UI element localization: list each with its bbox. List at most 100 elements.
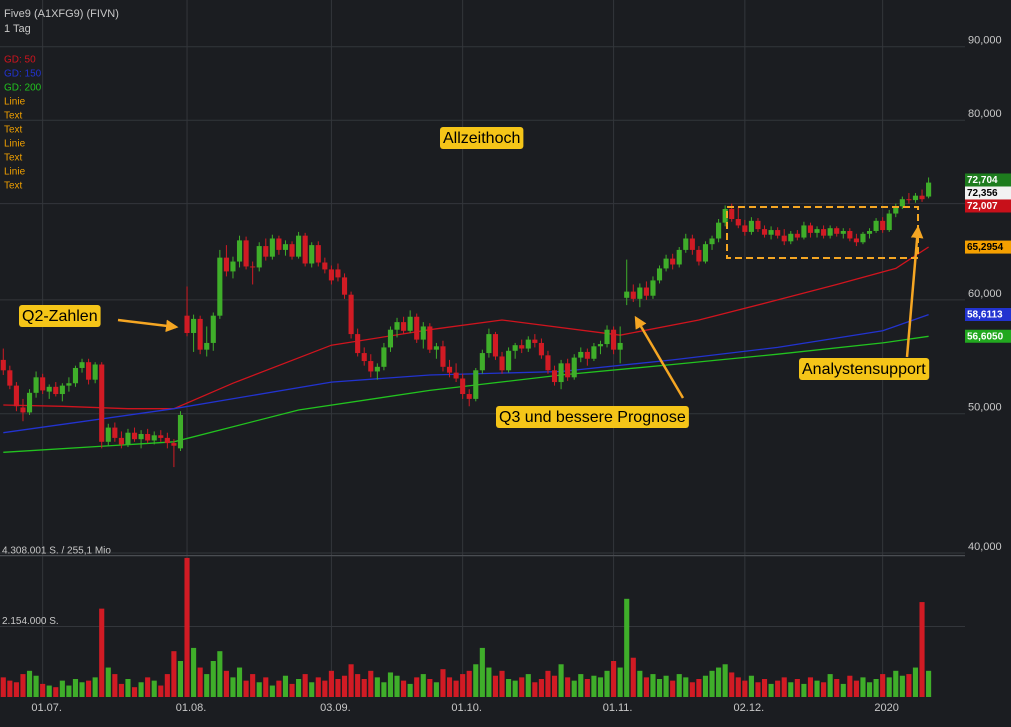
candle-body xyxy=(689,238,695,250)
y-tick-label: 40,000 xyxy=(968,541,1002,553)
volume-bar xyxy=(637,670,643,697)
candle-body xyxy=(545,355,551,371)
candle-body xyxy=(79,362,85,368)
candle-body xyxy=(801,225,807,238)
volume-bar xyxy=(125,678,131,697)
candle-body xyxy=(866,230,873,234)
chart-title: Five9 (A1XFG9) (FIVN) xyxy=(4,8,119,20)
candle-body xyxy=(171,443,177,446)
candle-body xyxy=(236,240,243,262)
volume-bar xyxy=(788,682,794,697)
volume-bar xyxy=(676,674,682,697)
candle-body xyxy=(860,233,866,243)
volume-bar xyxy=(86,680,92,697)
volume-bar xyxy=(118,683,124,697)
price-label-box xyxy=(965,173,1011,187)
volume-bar xyxy=(46,685,52,697)
candle-body xyxy=(814,229,820,233)
drawing-tool-entry: Linie xyxy=(4,139,26,150)
volume-bar xyxy=(597,677,604,697)
candle-body xyxy=(761,229,768,235)
annotation-box xyxy=(440,127,524,149)
volume-bar xyxy=(571,680,577,697)
volume-bar xyxy=(164,674,170,697)
price-label: 56,6050 xyxy=(967,331,1004,342)
candle-body xyxy=(650,280,656,296)
volume-bar xyxy=(630,657,636,697)
volume-bar xyxy=(479,647,485,697)
candle-body xyxy=(99,364,105,442)
volume-bar xyxy=(33,675,39,697)
annotation-box xyxy=(19,305,101,327)
candle-body xyxy=(414,316,420,340)
volume-bar xyxy=(302,674,308,697)
candle-body xyxy=(702,244,709,262)
candle-body xyxy=(20,407,26,413)
candle-body xyxy=(341,277,348,295)
candle-body xyxy=(919,195,925,200)
volume-bar xyxy=(407,683,413,697)
volume-bar xyxy=(355,674,361,697)
candle-body xyxy=(289,244,295,257)
arrow xyxy=(634,315,685,399)
candle-body xyxy=(643,287,649,296)
text-layer: Five9 (A1XFG9) (FIVN) 1 Tag 40,000 50,000… xyxy=(2,8,1011,714)
volume-bar xyxy=(486,667,492,697)
volume-bar xyxy=(446,677,453,697)
volume-bar xyxy=(341,675,348,697)
annotation-text: Allzeithoch xyxy=(443,130,520,147)
candle-body xyxy=(92,364,98,380)
volume-bar xyxy=(611,660,617,697)
candle-body xyxy=(13,385,19,407)
volume-bar xyxy=(742,680,748,697)
price-label-box xyxy=(965,186,1011,200)
volume-bar xyxy=(131,687,138,697)
volume-bar xyxy=(473,664,479,697)
grid-layer xyxy=(0,0,965,697)
x-tick-label: 01.07. xyxy=(31,702,62,714)
candle-body xyxy=(624,291,630,298)
candle-body xyxy=(125,432,131,445)
candle-body xyxy=(670,258,676,265)
x-tick-label: 2020 xyxy=(874,702,898,714)
volume-bar xyxy=(197,667,203,697)
price-label-box xyxy=(965,307,1011,321)
y-tick-label: 50,000 xyxy=(968,402,1002,414)
candle-body xyxy=(105,427,111,442)
volume-bar xyxy=(269,685,275,697)
candle-body xyxy=(374,366,380,372)
candle-body xyxy=(899,199,905,207)
volume-tick-label: 2.154.000 S. xyxy=(2,616,59,627)
candle-body xyxy=(709,238,715,245)
volume-bar xyxy=(532,682,538,697)
candle-body xyxy=(617,342,623,350)
volume-bar xyxy=(53,687,59,697)
volume-bar xyxy=(236,667,243,697)
candle-body xyxy=(742,225,748,232)
candle-body xyxy=(138,434,144,440)
volume-bar xyxy=(656,678,663,697)
candle-body xyxy=(821,229,827,236)
candle-body xyxy=(131,432,138,440)
candle-body xyxy=(250,266,256,268)
volume-bar xyxy=(191,647,197,697)
volume-bar xyxy=(512,680,518,697)
moving-average-layer xyxy=(3,246,929,453)
candle-body xyxy=(748,220,754,232)
candle-body xyxy=(355,334,361,354)
candle-body xyxy=(276,238,282,250)
volume-bar xyxy=(315,677,321,697)
candle-body xyxy=(177,414,184,449)
candle-body xyxy=(880,220,886,231)
candle-body xyxy=(433,346,439,350)
candle-body xyxy=(840,230,846,234)
volume-bar xyxy=(617,667,623,697)
volume-bar xyxy=(72,678,79,697)
drawing-tool-entry: Text xyxy=(4,125,23,136)
candle-body xyxy=(361,353,367,362)
candle-body xyxy=(611,329,617,350)
drawing-tool-entry: Text xyxy=(4,111,23,122)
volume-bar xyxy=(565,677,571,697)
volume-bar xyxy=(204,674,210,697)
candle-body xyxy=(401,322,407,331)
